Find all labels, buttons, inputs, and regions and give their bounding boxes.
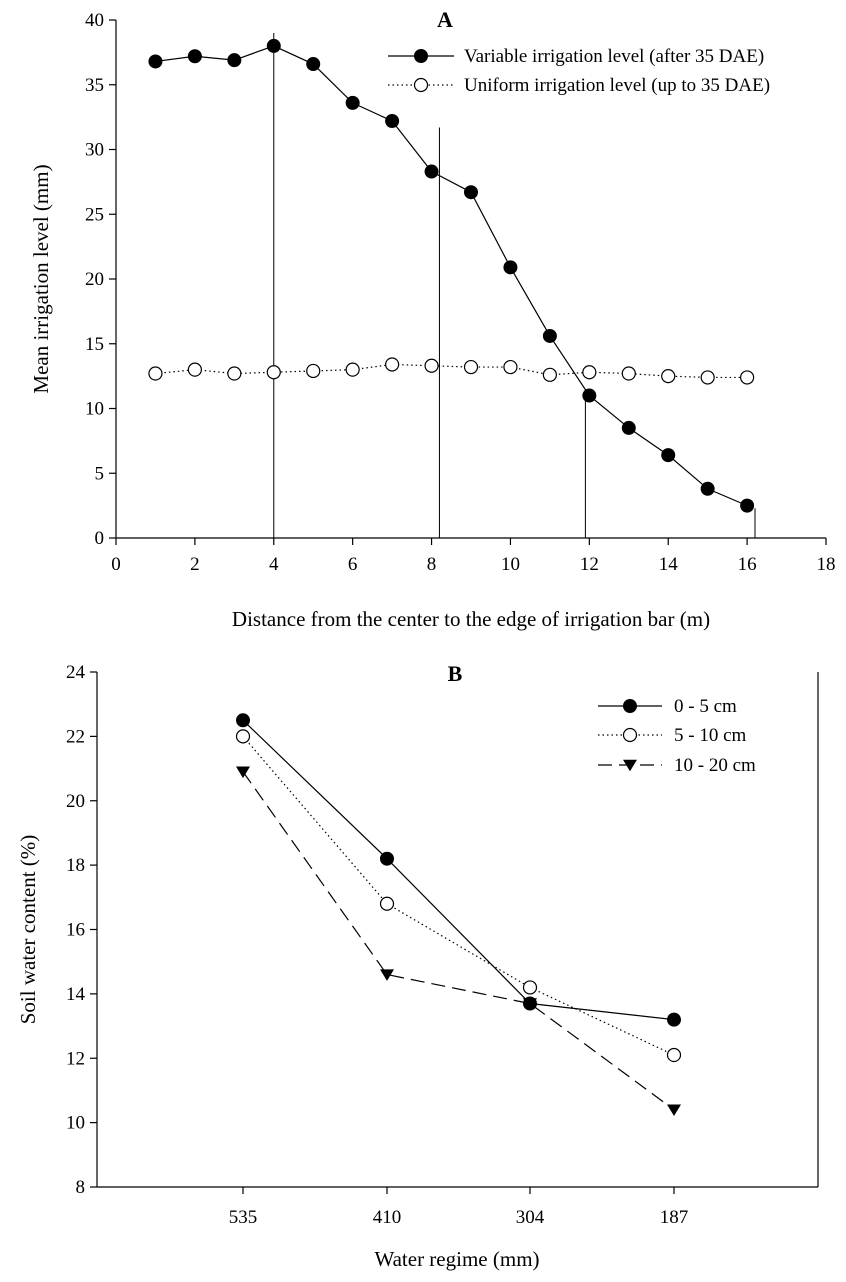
panel-a-x-tick-label: 0 [111, 554, 121, 575]
panel-a-y-tick-label: 15 [85, 334, 104, 355]
panel-a-data-point [700, 481, 715, 496]
panel-a-data-point [385, 357, 400, 372]
panel-b-data-point [379, 896, 395, 911]
panel-a-x-tick-label: 6 [348, 554, 358, 575]
panel-a-y-tick-label: 25 [85, 204, 104, 225]
panel-b-x-tick-label: 187 [660, 1207, 689, 1228]
panel-b-y-tick-label: 10 [66, 1113, 85, 1134]
panel-b-x-tick-label: 410 [373, 1207, 402, 1228]
panel-a-chart: 0 5 10 15 20 25 30 35 40 0 2 4 6 8 10 12 14 16 18 A Distance… [29, 7, 836, 631]
panel-a-x-tick-label: 2 [190, 554, 200, 575]
panel-a-data-point [345, 95, 360, 110]
panel-a-y-tick-label: 20 [85, 269, 104, 290]
panel-a-data-point [227, 53, 242, 68]
panel-b-legend-marker [623, 699, 637, 713]
panel-b-legend-label: 5 - 10 cm [674, 725, 747, 746]
panel-a-data-point [740, 498, 755, 513]
panel-b-data-point [667, 1104, 681, 1117]
panel-a-data-point [148, 54, 163, 69]
panel-a-data-point [503, 359, 518, 375]
panel-a-y-tick-label: 5 [95, 463, 105, 484]
panel-a-data-point [661, 369, 676, 384]
panel-a-x-axis-title: Distance from the center to the edge of … [232, 607, 710, 631]
panel-b-x-tick-label: 535 [229, 1207, 258, 1228]
panel-a-data-point [227, 366, 242, 381]
panel-a-data-point [345, 362, 360, 377]
panel-b-legend-marker [623, 759, 637, 772]
panel-b-series-line [242, 771, 675, 1111]
panel-a-data-point [621, 366, 636, 381]
panel-a-data-point [306, 57, 321, 72]
panel-a-y-tick-label: 35 [85, 75, 104, 96]
panel-a-x-tick-label: 12 [580, 554, 599, 575]
panel-a-legend-label: Variable irrigation level (after 35 DAE) [464, 46, 764, 67]
panel-b-data-point [380, 851, 394, 866]
panel-a-data-point [621, 420, 636, 435]
panel-b-legend-label: 0 - 5 cm [674, 696, 737, 717]
panel-b-data-point [236, 766, 250, 779]
panel-a-data-point [385, 114, 400, 129]
panel-a-letter: A [437, 7, 453, 32]
panel-a-series-line [155, 363, 748, 379]
panel-b-data-point [522, 980, 538, 995]
panel-a-data-point [424, 358, 439, 373]
panel-a-legend-marker [413, 77, 429, 93]
panel-b-data-point [236, 713, 250, 728]
panel-b-chart: 8 10 12 14 16 18 20 22 24 535 410 304 187 B Water regi… [16, 661, 819, 1271]
panel-a-data-point [306, 363, 321, 379]
panel-a-x-tick-label: 18 [817, 554, 836, 575]
panel-a-data-point [542, 367, 557, 382]
panel-b-y-tick-label: 8 [76, 1177, 86, 1198]
panel-b-data-point [380, 969, 394, 981]
panel-a-y-tick-label: 30 [85, 140, 104, 161]
panel-a-data-point [542, 328, 557, 343]
panel-a-series-line [155, 45, 748, 507]
panel-b-data-point [666, 1047, 682, 1063]
panel-b-y-tick-label: 22 [66, 726, 85, 747]
panel-b-y-axis-title: Soil water content (%) [16, 835, 40, 1025]
panel-b-x-tick-label: 304 [516, 1207, 545, 1228]
panel-a-y-tick-label: 10 [85, 399, 104, 420]
panel-b-series-line [242, 719, 675, 1021]
panel-a-data-point [266, 38, 281, 53]
panel-b-legend-label: 10 - 20 cm [674, 755, 756, 776]
panel-a-data-point [740, 370, 755, 385]
panel-a-data-point [266, 365, 281, 380]
panel-a-x-tick-label: 16 [738, 554, 757, 575]
panel-a-data-point [463, 359, 479, 375]
panel-a-data-point [187, 362, 202, 377]
panel-a-data-point [464, 185, 478, 200]
panel-a-y-tick-label: 40 [85, 10, 104, 31]
panel-a-data-point [503, 260, 518, 275]
panel-b-y-tick-label: 18 [66, 855, 85, 876]
panel-a-y-axis-title: Mean irrigation level (mm) [29, 164, 53, 393]
panel-a-x-tick-label: 4 [269, 554, 279, 575]
panel-b-y-tick-label: 20 [66, 791, 85, 812]
panel-a-data-point [424, 164, 439, 179]
panel-a-data-point [148, 366, 163, 381]
panel-a-data-point [582, 365, 597, 380]
panel-b-data-point [235, 729, 251, 744]
panel-b-x-axis-title: Water regime (mm) [374, 1247, 539, 1271]
panel-b-legend-marker [622, 727, 638, 743]
panel-b-data-point [667, 1012, 681, 1027]
panel-a-x-tick-label: 10 [501, 554, 520, 575]
panel-a-x-tick-label: 8 [427, 554, 437, 575]
panel-b-y-tick-label: 12 [66, 1048, 85, 1069]
panel-b-y-tick-label: 16 [66, 920, 85, 941]
panel-b-series-line [242, 735, 675, 1056]
panel-a-data-point [661, 448, 676, 463]
panel-a-x-tick-label: 14 [659, 554, 679, 575]
panel-a-legend-label: Uniform irrigation level (up to 35 DAE) [464, 75, 770, 96]
panel-a-y-tick-label: 0 [95, 528, 105, 549]
panel-b-data-point [523, 998, 537, 1010]
panel-a-data-point [187, 49, 202, 64]
panel-b-letter: B [448, 661, 463, 686]
panel-b-y-tick-label: 24 [66, 662, 86, 683]
panel-a-data-point [700, 370, 715, 385]
panel-a-data-point [582, 388, 597, 403]
panel-a-legend-marker [414, 49, 428, 63]
panel-b-y-tick-label: 14 [66, 984, 86, 1005]
